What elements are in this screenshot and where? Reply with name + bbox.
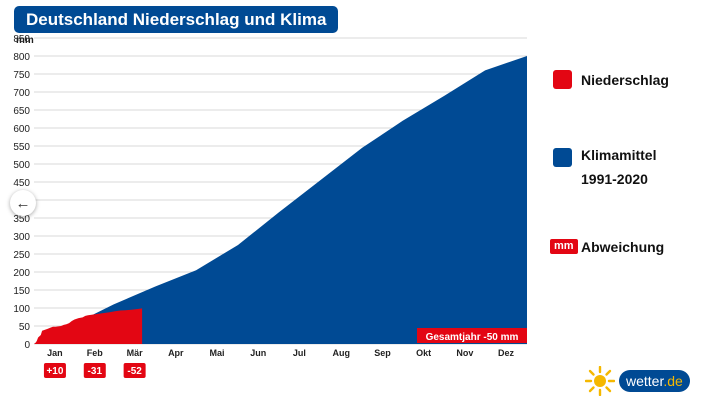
y-tick-label: 450 [13,178,30,189]
y-tick-label: 700 [13,88,30,99]
deviation-badge [83,363,106,378]
x-tick-label: Jun [250,348,266,358]
legend-swatch-klimamittel [553,148,572,167]
y-tick-label: 300 [13,232,30,243]
deviation-badge [123,363,146,378]
x-tick-label: Jan [47,348,63,358]
legend-swatch-niederschlag [553,70,572,89]
y-tick-label: 200 [13,268,30,279]
legend-label-klimamittel-period: 1991-2020 [581,171,648,187]
x-tick-label: Mär [127,348,144,358]
x-tick-label: Mai [210,348,225,358]
legend-label-klimamittel: Klimamittel [581,147,657,163]
y-tick-label: 150 [13,286,30,297]
total-deviation-badge [417,328,527,343]
x-tick-label: Feb [87,348,104,358]
wetter-logo: wetter.de [585,366,701,396]
x-tick-label: Nov [456,348,473,358]
legend-label-abweichung: Abweichung [581,239,665,255]
back-button[interactable]: ← [10,190,36,216]
legend-label-niederschlag: Niederschlag [581,72,669,88]
logo-wordmark: wetter.de [619,370,690,392]
deviation-label: -31 [88,366,103,377]
arrow-left-icon: ← [15,194,31,212]
deviation-label: -52 [127,366,142,377]
y-tick-label: 650 [13,106,30,117]
y-axis-unit: mm [16,35,34,46]
y-tick-label: 800 [13,52,30,63]
deviation-badge [43,363,66,378]
y-tick-label: 250 [13,250,30,261]
x-tick-label: Sep [374,348,391,358]
total-deviation-label: Gesamtjahr -50 mm [426,332,519,343]
x-tick-label: Okt [416,348,431,358]
legend-badge-mm: mm [550,239,578,254]
y-tick-label: 350 [13,214,30,225]
x-tick-label: Dez [498,348,515,358]
y-tick-label: 750 [13,70,30,81]
chart-title: Deutschland Niederschlag und Klima [14,6,339,33]
sun-icon [585,366,615,396]
y-tick-label: 550 [13,142,30,153]
x-tick-label: Aug [333,348,351,358]
series-area-niederschlag [34,308,143,344]
series-area-klimamittel [34,56,527,344]
logo-suffix: .de [663,373,683,389]
y-tick-label: 500 [13,160,30,171]
y-tick-label: 0 [24,340,30,351]
deviation-label: +10 [46,366,63,377]
y-tick-label: 850 [13,34,30,45]
logo-text: wetter [626,373,664,389]
x-tick-label: Apr [168,348,184,358]
y-tick-label: 50 [19,322,31,333]
y-tick-label: 100 [13,304,30,315]
y-tick-label: 600 [13,124,30,135]
x-tick-label: Jul [293,348,306,358]
